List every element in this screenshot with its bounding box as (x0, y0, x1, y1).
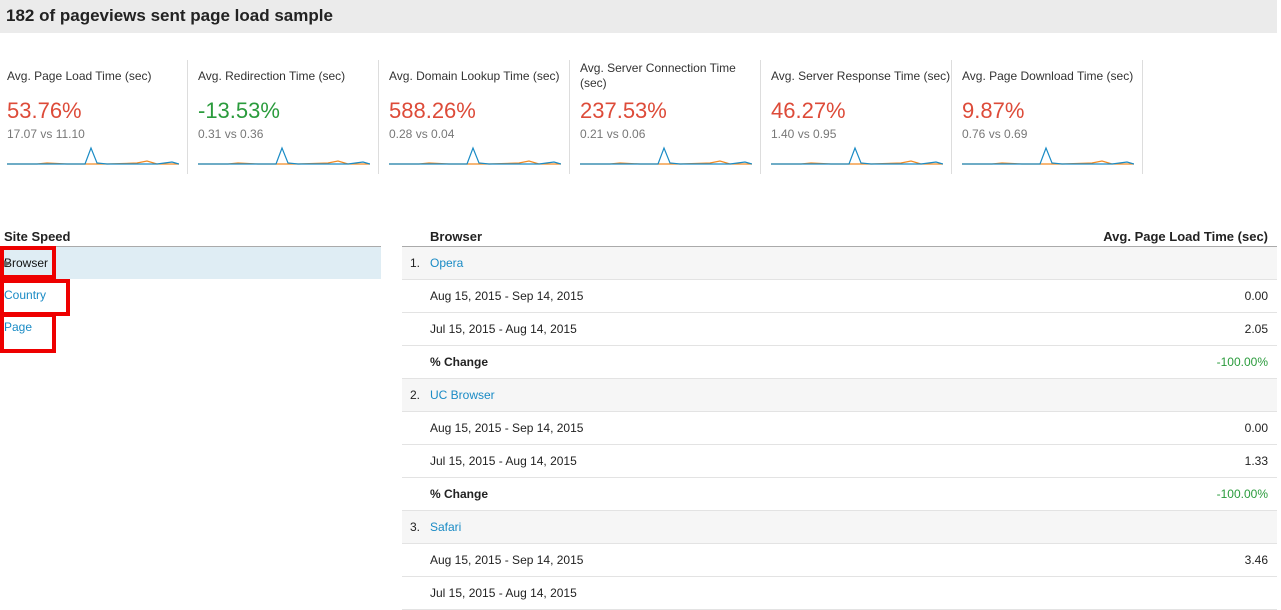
change-value: -100.00% (1216, 487, 1268, 501)
metric-card[interactable]: Avg. Page Download Time (sec) 9.87% 0.76 v… (962, 60, 1143, 174)
sparkline (580, 146, 752, 165)
change-label: % Change (430, 355, 489, 369)
metric-label: Avg. Domain Lookup Time (sec) (389, 68, 560, 83)
sidebar-item[interactable]: Country (0, 279, 381, 311)
group-row: 3. Safari (402, 511, 1277, 544)
cell-value: 1.33 (1244, 454, 1268, 468)
sidebar-item[interactable]: Browser ▶ (0, 247, 381, 279)
sparkline (771, 146, 943, 165)
sparkline (198, 146, 370, 165)
metric-card[interactable]: Avg. Page Load Time (sec) 53.76% 17.07 vs … (7, 60, 188, 174)
metric-change: 237.53% (580, 98, 667, 123)
metric-label: Avg. Redirection Time (sec) (198, 68, 346, 83)
data-row: Aug 15, 2015 - Sep 14, 2015 0.00 (402, 280, 1277, 313)
metric-change: 46.27% (771, 98, 846, 123)
cell-value: 0.00 (1244, 289, 1268, 303)
metric-label: Avg. Server Response Time (sec) (771, 68, 951, 83)
sparkline-line (962, 146, 1134, 165)
metric-card[interactable]: Avg. Server Connection Time (sec) 237.53%… (580, 60, 761, 174)
column-header: Avg. Page Load Time (sec) (1103, 229, 1268, 244)
sparkline-line (389, 146, 561, 165)
sparkline (389, 146, 561, 165)
cell-date: Aug 15, 2015 - Sep 14, 2015 (430, 289, 584, 303)
row-index: 3. (410, 520, 421, 534)
sparkline-line (198, 146, 370, 165)
sparkline-line (7, 146, 179, 165)
highlight-box (0, 279, 70, 316)
cell-date: Jul 15, 2015 - Aug 14, 2015 (430, 322, 577, 336)
row-index: 2. (410, 388, 421, 402)
data-row: Aug 15, 2015 - Sep 14, 2015 0.00 (402, 412, 1277, 445)
sparkline (962, 146, 1134, 165)
metric-label: Avg. Server Connection Time (sec) (580, 61, 736, 90)
column-header: Browser (430, 229, 483, 244)
sidebar-item[interactable]: Page (0, 311, 381, 343)
metric-comparison: 0.31 vs 0.36 (198, 127, 264, 141)
metric-comparison: 0.76 vs 0.69 (962, 127, 1028, 141)
change-value: -100.00% (1216, 355, 1268, 369)
metric-label: Avg. Page Download Time (sec) (962, 68, 1134, 83)
metric-comparison: 0.21 vs 0.06 (580, 127, 646, 141)
cell-date: Jul 15, 2015 - Aug 14, 2015 (430, 586, 577, 600)
table: Browser Avg. Page Load Time (sec) 1. Opera A… (402, 229, 1277, 610)
data-row: Aug 15, 2015 - Sep 14, 2015 3.46 (402, 544, 1277, 577)
metric-change: -13.53% (198, 98, 280, 123)
change-row: % Change -100.00% (402, 346, 1277, 379)
data-row: Jul 15, 2015 - Aug 14, 2015 2.05 (402, 313, 1277, 346)
row-index: 1. (410, 256, 421, 270)
sidebar-item-label: Page (4, 320, 33, 334)
metric-change: 9.87% (962, 98, 1025, 123)
highlight-box (0, 313, 56, 353)
row-link[interactable]: Safari (430, 520, 462, 534)
cell-date: Aug 15, 2015 - Sep 14, 2015 (430, 553, 584, 567)
change-label: % Change (430, 487, 489, 501)
header-title: 182 of pageviews sent page load sample (6, 6, 333, 25)
group-row: 1. Opera (402, 247, 1277, 280)
sparkline-line (580, 146, 752, 165)
sparkline-line (771, 146, 943, 165)
metric-comparison: 0.28 vs 0.04 (389, 127, 455, 141)
cell-value: 3.46 (1244, 553, 1268, 567)
cell-date: Aug 15, 2015 - Sep 14, 2015 (430, 421, 584, 435)
row-link[interactable]: Opera (430, 256, 464, 270)
metric-comparison: 1.40 vs 0.95 (771, 127, 837, 141)
data-row: Jul 15, 2015 - Aug 14, 2015 (402, 577, 1277, 610)
metric-card[interactable]: Avg. Server Response Time (sec) 46.27% 1.4… (771, 60, 952, 174)
highlight-box (0, 246, 56, 279)
arrow-icon: ▶ (4, 258, 11, 268)
metric-change: 53.76% (7, 98, 82, 123)
metric-card[interactable]: Avg. Redirection Time (sec) -13.53% 0.31 v… (198, 60, 379, 174)
group-row: 2. UC Browser (402, 379, 1277, 412)
cell-value: 0.00 (1244, 421, 1268, 435)
metric-comparison: 17.07 vs 11.10 (7, 127, 85, 141)
sidebar-item-label: Country (4, 288, 47, 302)
cell-value: 2.05 (1244, 322, 1268, 336)
sidebar-item-label: Browser (4, 256, 49, 270)
header: 182 of pageviews sent page load sample (0, 0, 1277, 33)
sparkline (7, 146, 179, 165)
data-row: Jul 15, 2015 - Aug 14, 2015 1.33 (402, 445, 1277, 478)
cell-date: Jul 15, 2015 - Aug 14, 2015 (430, 454, 577, 468)
change-row: % Change -100.00% (402, 478, 1277, 511)
row-link[interactable]: UC Browser (430, 388, 495, 402)
divider (0, 246, 381, 247)
table-header: Browser Avg. Page Load Time (sec) (402, 229, 1277, 247)
metric-label: Avg. Page Load Time (sec) (7, 68, 152, 83)
metric-change: 588.26% (389, 98, 476, 123)
metric-card[interactable]: Avg. Domain Lookup Time (sec) 588.26% 0.28… (389, 60, 570, 174)
sidebar-title: Site Speed (4, 229, 71, 244)
